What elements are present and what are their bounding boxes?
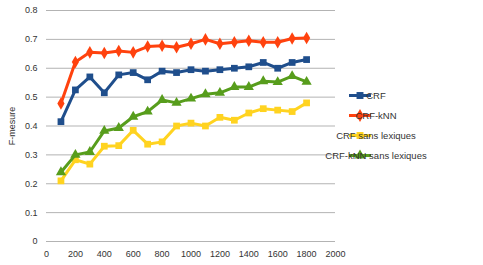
- svg-text:0.2: 0.2: [25, 179, 38, 189]
- svg-text:0: 0: [44, 249, 49, 259]
- svg-text:0.7: 0.7: [25, 34, 38, 44]
- svg-text:1400: 1400: [239, 249, 259, 259]
- svg-text:1200: 1200: [210, 249, 230, 259]
- svg-text:400: 400: [97, 249, 112, 259]
- svg-text:2000: 2000: [325, 249, 345, 259]
- svg-text:CRF-kNN sans lexiques: CRF-kNN sans lexiques: [325, 150, 427, 161]
- svg-text:0.6: 0.6: [25, 63, 38, 73]
- svg-text:1000: 1000: [181, 249, 201, 259]
- svg-text:CRF: CRF: [366, 90, 386, 101]
- svg-text:0.3: 0.3: [25, 150, 38, 160]
- svg-text:0.8: 0.8: [25, 5, 38, 15]
- svg-text:0.1: 0.1: [25, 208, 38, 218]
- svg-text:F-mesure: F-mesure: [7, 107, 17, 146]
- svg-text:1600: 1600: [268, 249, 288, 259]
- svg-text:1800: 1800: [297, 249, 317, 259]
- svg-text:0.5: 0.5: [25, 92, 38, 102]
- svg-text:0.4: 0.4: [25, 121, 38, 131]
- svg-text:CRF sans lexiques: CRF sans lexiques: [336, 130, 416, 141]
- svg-text:CRF-kNN: CRF-kNN: [355, 110, 396, 121]
- svg-text:0: 0: [32, 236, 37, 246]
- svg-text:200: 200: [68, 249, 83, 259]
- svg-text:800: 800: [155, 249, 170, 259]
- svg-text:600: 600: [126, 249, 141, 259]
